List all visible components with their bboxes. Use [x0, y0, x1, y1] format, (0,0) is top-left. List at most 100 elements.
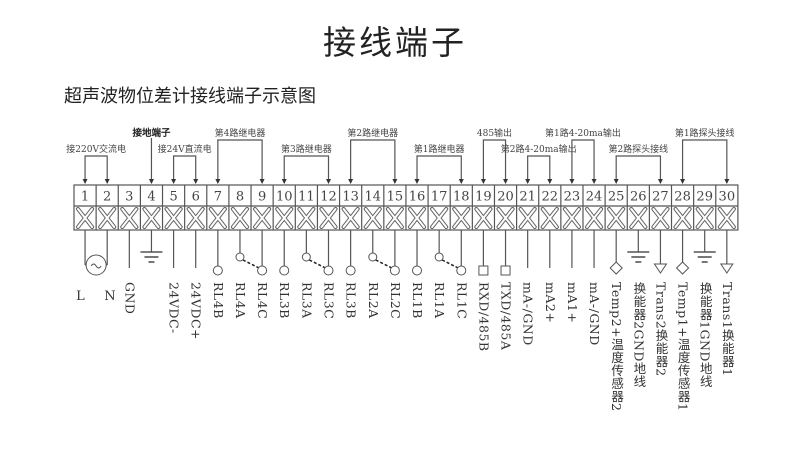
terminal-number: 10 — [276, 190, 293, 205]
terminal-label: mA2+ — [542, 282, 558, 324]
screw-x-icon-inner — [77, 208, 94, 228]
screw-x-icon-inner — [165, 208, 182, 228]
terminal-label: mA1+ — [564, 282, 580, 324]
square-terminal-icon — [478, 265, 489, 276]
terminal-label: 24VDC+ — [188, 282, 204, 340]
terminal-number: 2 — [103, 190, 111, 205]
switch-pivot-icon — [368, 252, 378, 262]
terminal-number: 26 — [630, 190, 647, 205]
terminal-number: 8 — [236, 190, 244, 205]
screw-x-icon-inner — [209, 208, 226, 228]
triangle-transducer-icon — [719, 263, 734, 274]
screw-x-icon-inner — [652, 208, 669, 228]
terminal-number: 27 — [652, 190, 669, 205]
terminal-label: Temp1+温度传感器1 — [675, 282, 691, 412]
arrow-icon — [569, 179, 575, 184]
group-label: 485输出 — [476, 129, 513, 139]
terminal-label: Trans1换能器1 — [719, 282, 735, 377]
screw-x-icon-inner — [718, 208, 735, 228]
screw-x-icon-inner — [320, 208, 337, 228]
terminal-label: 换能器1GND地线 — [697, 282, 713, 388]
terminal-label: RL2A — [365, 282, 381, 319]
group-label: 第1路探头接线 — [674, 129, 735, 139]
screw-x-icon-inner — [541, 208, 558, 228]
group-bracket — [416, 155, 462, 181]
arrow-icon — [325, 179, 331, 184]
ac-sine-icon — [90, 263, 102, 269]
diamond-sensor-icon — [675, 261, 690, 275]
terminal-number: 3 — [125, 190, 133, 205]
arrow-icon — [82, 179, 88, 184]
terminal-number: 14 — [364, 190, 381, 205]
arrow-icon — [525, 179, 531, 184]
terminal-number: 1 — [81, 190, 89, 205]
screw-x-icon-inner — [276, 208, 293, 228]
terminal-number: 20 — [497, 190, 514, 205]
terminal-label: RL3B — [277, 282, 293, 319]
arrow-icon — [503, 179, 509, 184]
contact-circle-icon — [412, 265, 423, 276]
relay-switch-arm — [242, 259, 260, 269]
terminal-number: 4 — [147, 190, 155, 205]
arrow-icon — [148, 179, 154, 184]
screw-x-icon-inner — [453, 208, 470, 228]
terminal-number: 24 — [586, 190, 603, 205]
terminal-label: RL2C — [387, 282, 403, 320]
terminal-number: 23 — [564, 190, 581, 205]
arrow-icon — [680, 179, 686, 184]
arrow-icon — [193, 179, 199, 184]
contact-circle-icon — [279, 265, 290, 276]
screw-x-icon-inner — [143, 208, 160, 228]
terminal-label: RL1C — [454, 282, 470, 320]
page-title: 接线端子 — [323, 23, 467, 62]
contact-circle-icon — [323, 265, 334, 276]
group-bracket — [571, 139, 595, 181]
group-label: 第2路4-20ma输出 — [500, 145, 577, 155]
terminal-label: RL1B — [410, 282, 425, 319]
terminal-label: Trans2换能器2 — [653, 282, 669, 377]
screw-x-icon-inner — [121, 208, 138, 228]
group-bracket — [172, 155, 197, 181]
terminal-number: 13 — [342, 190, 359, 205]
screw-x-icon-inner — [563, 208, 580, 228]
relay-switch-arm — [441, 259, 459, 269]
screw-x-icon-inner — [519, 208, 536, 228]
screw-x-icon-inner — [342, 208, 359, 228]
relay-switch-arm — [309, 259, 326, 269]
group-bracket — [84, 155, 108, 181]
arrow-icon — [458, 179, 464, 184]
terminal-label: RL4C — [255, 282, 271, 320]
terminal-number: 29 — [696, 190, 713, 205]
terminal-number: 11 — [298, 190, 315, 205]
arrow-icon — [613, 179, 619, 184]
terminal-label: N — [104, 289, 116, 304]
group-label: 接220V交流电 — [66, 145, 126, 155]
arrow-icon — [281, 179, 287, 184]
terminal-number: 6 — [192, 190, 200, 205]
group-bracket — [482, 139, 507, 181]
arrow-icon — [547, 179, 553, 184]
terminal-number: 22 — [542, 190, 559, 205]
screw-x-icon-inner — [431, 208, 448, 228]
relay-switch-arm — [375, 259, 393, 269]
group-bracket — [527, 155, 551, 181]
screw-x-icon-inner — [497, 208, 514, 228]
terminal-label: RL4B — [210, 282, 226, 319]
ac-source-icon — [85, 254, 107, 276]
arrow-icon — [215, 179, 221, 184]
terminal-label: mA-/GND — [520, 282, 536, 346]
group-label: 第2路探头接线 — [608, 145, 669, 155]
switch-pivot-icon — [235, 252, 245, 262]
terminal-number: 9 — [258, 190, 266, 205]
screw-x-icon-inner — [99, 208, 116, 228]
screw-x-icon-inner — [608, 208, 625, 228]
terminal-number: 30 — [719, 190, 736, 205]
terminal-number: 28 — [674, 190, 691, 205]
terminal-number: 7 — [214, 190, 222, 205]
terminal-number: 17 — [431, 190, 448, 205]
contact-circle-icon — [456, 265, 467, 276]
terminal-label: 换能器2GND地线 — [631, 282, 647, 388]
terminal-label: RL1A — [432, 282, 448, 319]
